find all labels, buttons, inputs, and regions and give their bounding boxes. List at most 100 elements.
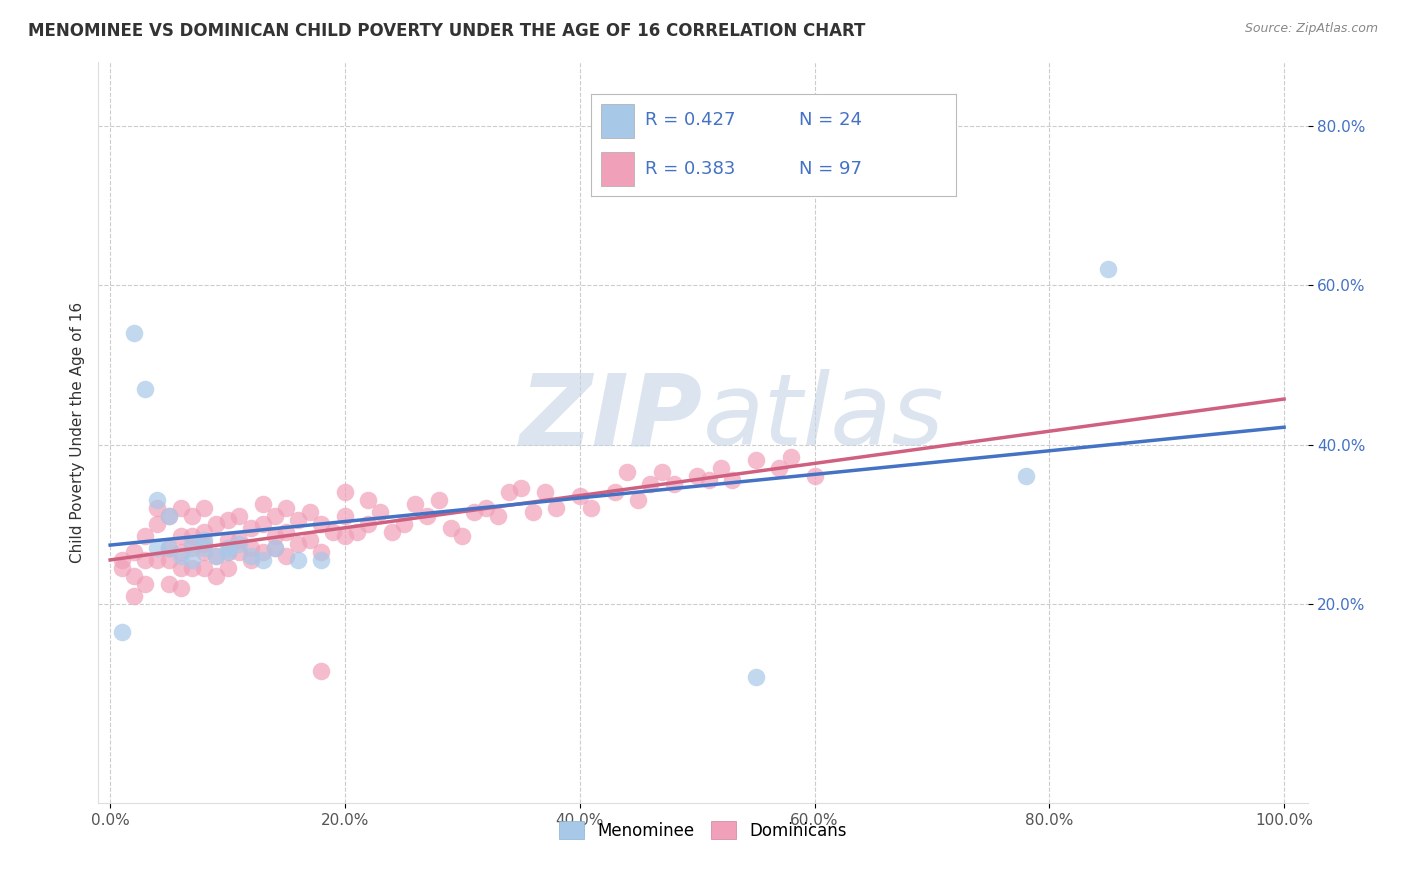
Point (287, 537, 309, 551)
Point (122, 589, 145, 603)
FancyBboxPatch shape (602, 104, 634, 137)
Point (181, 509, 204, 524)
Point (287, 513, 309, 527)
Point (638, 477, 661, 491)
Point (146, 501, 169, 516)
Point (276, 549, 298, 563)
Point (146, 493, 169, 508)
Text: N = 24: N = 24 (799, 112, 862, 129)
Point (252, 517, 274, 532)
Point (193, 525, 215, 540)
Point (169, 501, 191, 516)
Point (475, 501, 498, 516)
Point (416, 509, 439, 524)
Point (298, 533, 321, 547)
Point (228, 537, 250, 551)
Point (193, 501, 215, 516)
Point (193, 537, 215, 551)
Point (486, 509, 509, 524)
Point (228, 533, 250, 547)
Text: R = 0.427: R = 0.427 (645, 112, 735, 129)
Point (721, 474, 744, 488)
Legend: Menominee, Dominicans: Menominee, Dominicans (553, 814, 853, 847)
Point (311, 665, 333, 679)
Point (169, 545, 191, 559)
Point (181, 537, 204, 551)
Point (546, 501, 568, 516)
Point (662, 477, 685, 491)
Point (157, 509, 180, 524)
Point (263, 541, 285, 555)
Point (276, 525, 298, 540)
Point (134, 577, 156, 591)
Point (745, 453, 768, 467)
Point (311, 545, 333, 559)
Point (780, 450, 803, 464)
Point (333, 509, 356, 524)
Point (240, 549, 263, 563)
Point (276, 501, 298, 516)
Point (510, 481, 533, 495)
Point (311, 517, 333, 532)
Point (193, 561, 215, 575)
Point (451, 529, 474, 543)
Point (697, 474, 720, 488)
Point (146, 553, 169, 567)
Point (204, 549, 226, 563)
Point (287, 553, 309, 567)
Point (498, 485, 520, 500)
Point (603, 485, 626, 500)
Point (217, 513, 239, 527)
Point (146, 541, 169, 555)
Point (745, 670, 768, 684)
Point (627, 493, 650, 508)
Point (157, 541, 180, 555)
Point (181, 529, 204, 543)
Point (616, 466, 638, 480)
Point (263, 541, 285, 555)
Point (252, 545, 274, 559)
Point (240, 553, 263, 567)
Text: MENOMINEE VS DOMINICAN CHILD POVERTY UNDER THE AGE OF 16 CORRELATION CHART: MENOMINEE VS DOMINICAN CHILD POVERTY UND… (28, 22, 866, 40)
Point (686, 469, 709, 483)
Text: R = 0.383: R = 0.383 (645, 160, 735, 178)
Point (263, 509, 285, 524)
Point (333, 485, 356, 500)
Point (346, 525, 368, 540)
Point (111, 624, 134, 639)
Text: ZIP: ZIP (520, 369, 703, 467)
Point (298, 505, 321, 519)
Point (157, 577, 180, 591)
Point (252, 553, 274, 567)
Point (311, 553, 333, 567)
Point (134, 529, 156, 543)
Point (463, 505, 485, 519)
Point (157, 509, 180, 524)
Point (439, 521, 461, 535)
Point (217, 545, 239, 559)
Point (404, 497, 426, 511)
Point (228, 545, 250, 559)
Point (240, 521, 263, 535)
Point (169, 561, 191, 575)
Point (204, 569, 226, 583)
Point (134, 382, 156, 396)
Point (157, 541, 180, 555)
Point (533, 485, 555, 500)
Point (122, 545, 145, 559)
Point (181, 553, 204, 567)
Point (651, 466, 673, 480)
Point (122, 569, 145, 583)
Point (111, 553, 134, 567)
Point (204, 549, 226, 563)
Point (228, 509, 250, 524)
Point (1097, 262, 1119, 277)
Point (193, 533, 215, 547)
Point (1015, 469, 1038, 483)
Text: Source: ZipAtlas.com: Source: ZipAtlas.com (1244, 22, 1378, 36)
Point (427, 493, 450, 508)
Point (217, 561, 239, 575)
Point (217, 541, 239, 555)
Point (169, 529, 191, 543)
Point (134, 553, 156, 567)
